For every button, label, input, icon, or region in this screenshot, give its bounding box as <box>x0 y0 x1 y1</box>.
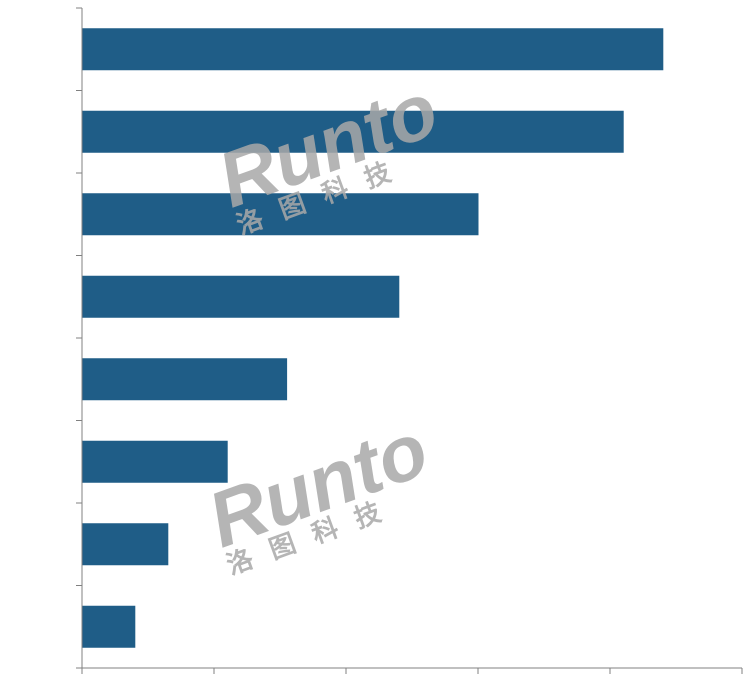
bar <box>83 606 136 648</box>
bar <box>83 276 400 318</box>
bar <box>83 523 169 565</box>
bar <box>83 111 624 153</box>
bar <box>83 193 479 235</box>
bar <box>83 28 664 70</box>
chart-svg <box>0 0 755 700</box>
bar <box>83 358 288 400</box>
bar <box>83 441 228 483</box>
horizontal-bar-chart: Runto洛 图 科 技Runto洛 图 科 技 <box>0 0 755 700</box>
